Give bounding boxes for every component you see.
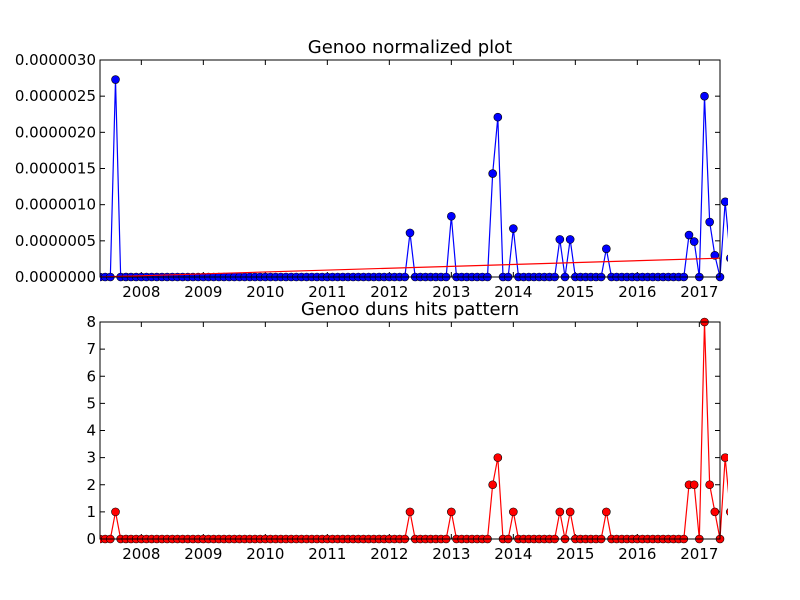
x-tick-label: 2013: [432, 545, 470, 563]
y-tick-label: 1: [86, 503, 96, 521]
trend-line: [100, 257, 721, 278]
data-point: [447, 507, 456, 517]
data-point: [488, 480, 497, 490]
x-tick-label: 2015: [556, 545, 594, 563]
y-tick-label: 6: [86, 367, 96, 385]
y-tick-label: 0.0000015: [15, 160, 96, 178]
data-point: [710, 507, 720, 517]
y-tick-label: 0.0000010: [15, 196, 96, 214]
data-point: [565, 235, 575, 244]
y-tick-label: 7: [86, 340, 96, 358]
y-tick-label: 0.0000005: [15, 232, 96, 250]
x-tick-label: 2009: [184, 283, 222, 301]
y-tick-label: 8: [86, 313, 96, 331]
data-point: [689, 237, 699, 246]
data-point: [488, 169, 497, 178]
axes-frame: [99, 321, 721, 540]
data-point: [509, 507, 518, 517]
data-point: [555, 235, 565, 244]
data-point: [726, 508, 728, 516]
x-tick-label: 2011: [308, 283, 346, 301]
plot-area: [100, 317, 728, 544]
axes-frame: [99, 59, 721, 278]
data-point: [689, 480, 699, 490]
y-tick-label: 4: [86, 422, 96, 440]
data-point: [705, 217, 714, 227]
x-tick-label: 2013: [432, 283, 470, 301]
x-tick-label: 2010: [246, 283, 284, 301]
data-point: [726, 254, 728, 262]
x-tick-label: 2011: [308, 545, 346, 563]
data-point: [565, 507, 575, 517]
y-tick-label: 0.0000020: [15, 123, 96, 141]
data-point: [111, 75, 120, 84]
y-tick-label: 5: [86, 394, 96, 412]
data-point: [493, 112, 503, 122]
x-tick-label: 2012: [370, 283, 408, 301]
x-tick-label: 2008: [122, 283, 160, 301]
data-point: [447, 211, 456, 221]
x-tick-label: 2009: [184, 545, 222, 563]
chart-2: Genoo duns hits pattern 0 1 2 3 4 5 6 7 8 2008 2009…: [86, 299, 728, 563]
x-tick-label: 2012: [370, 545, 408, 563]
data-point: [405, 228, 415, 238]
chart-1: Genoo normalized plot 0.0000000 0.0000005 0…: [15, 37, 728, 301]
data-point: [720, 453, 728, 462]
data-point: [509, 224, 518, 233]
data-point: [602, 507, 611, 517]
series-line: [100, 79, 728, 278]
x-tick-label: 2017: [680, 545, 718, 563]
x-tick-label: 2017: [680, 283, 718, 301]
data-point: [684, 230, 694, 240]
data-point: [720, 197, 728, 207]
x-tick-label: 2010: [246, 545, 284, 563]
x-tick-label: 2016: [618, 283, 656, 301]
x-tick-label: 2014: [494, 283, 532, 301]
data-point: [710, 251, 720, 260]
chart-title: Genoo duns hits pattern: [301, 299, 519, 320]
y-tick-label: 2: [86, 476, 96, 494]
chart-title: Genoo normalized plot: [308, 37, 512, 58]
y-tick-label: 3: [86, 449, 96, 467]
x-tick-label: 2008: [122, 545, 160, 563]
x-tick-label: 2016: [618, 545, 656, 563]
data-point: [705, 480, 714, 490]
series-line: [100, 321, 728, 540]
plot-area: [100, 75, 728, 282]
x-tick-label: 2014: [494, 545, 532, 563]
data-point: [555, 507, 565, 517]
data-point: [493, 453, 503, 462]
data-point: [602, 244, 611, 254]
data-point: [405, 507, 415, 517]
y-tick-label: 0: [86, 530, 96, 548]
y-tick-label: 0.0000025: [15, 87, 96, 105]
y-tick-label: 0.0000030: [15, 51, 96, 69]
x-tick-label: 2015: [556, 283, 594, 301]
data-point: [700, 91, 709, 101]
y-tick-label: 0.0000000: [15, 268, 96, 286]
data-point: [111, 507, 120, 517]
